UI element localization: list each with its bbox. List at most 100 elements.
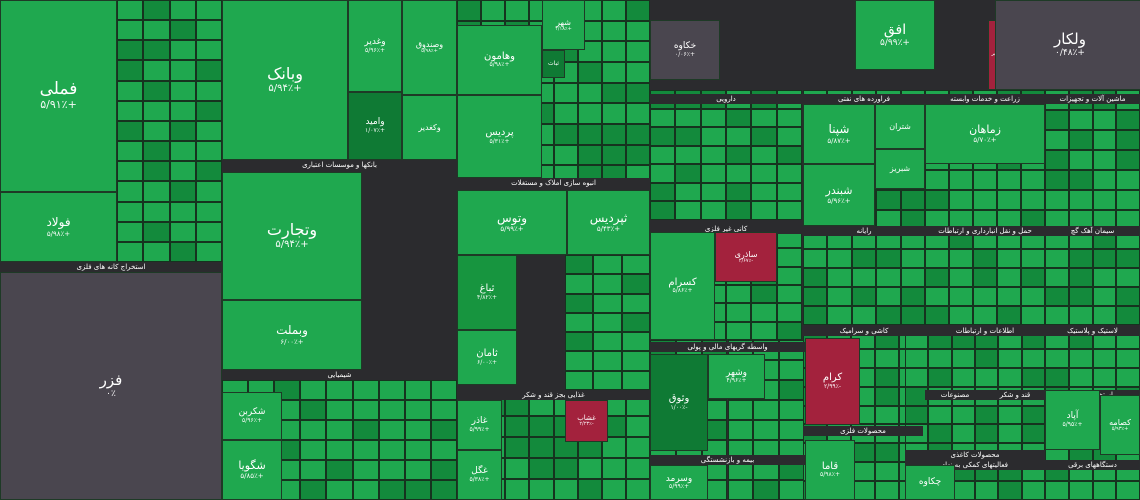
stock-cell[interactable] xyxy=(876,287,901,306)
stock-cell[interactable] xyxy=(577,103,602,124)
stock-cell[interactable] xyxy=(1116,150,1140,170)
stock-cell[interactable] xyxy=(404,440,431,460)
stock-cell[interactable] xyxy=(925,170,949,190)
stock-cell[interactable] xyxy=(378,400,405,420)
stock-cell[interactable] xyxy=(143,20,170,41)
stock-cell[interactable] xyxy=(1021,424,1045,444)
stock-cell[interactable] xyxy=(776,321,802,340)
stock-tile[interactable]: شبندر +۵/۹۶٪ xyxy=(803,164,875,226)
stock-tile[interactable]: غشاب -۲/۲۳٪ xyxy=(565,400,608,442)
stock-cell[interactable] xyxy=(875,348,899,368)
stock-cell[interactable] xyxy=(876,306,901,325)
stock-cell[interactable] xyxy=(975,481,999,500)
stock-cell[interactable] xyxy=(352,380,379,400)
stock-cell[interactable] xyxy=(352,420,379,440)
stock-cell[interactable] xyxy=(1092,348,1117,368)
stock-cell[interactable] xyxy=(195,0,222,21)
stock-tile[interactable]: وکغدیر xyxy=(402,95,457,160)
stock-cell[interactable] xyxy=(776,266,802,285)
stock-tile[interactable]: پردیس +۵/۳۱٪ xyxy=(457,95,542,178)
stock-cell[interactable] xyxy=(169,0,196,21)
stock-cell[interactable] xyxy=(1116,110,1140,130)
stock-cell[interactable] xyxy=(601,124,626,145)
stock-cell[interactable] xyxy=(169,141,196,162)
stock-cell[interactable] xyxy=(404,480,431,500)
stock-cell[interactable] xyxy=(195,141,222,162)
stock-cell[interactable] xyxy=(378,440,405,460)
stock-cell[interactable] xyxy=(928,405,952,425)
stock-cell[interactable] xyxy=(300,480,327,500)
stock-cell[interactable] xyxy=(1021,249,1045,268)
stock-tile[interactable]: غگل +۵/۳۸٪ xyxy=(457,450,502,500)
stock-cell[interactable] xyxy=(625,437,650,458)
stock-cell[interactable] xyxy=(700,108,726,128)
stock-cell[interactable] xyxy=(751,285,777,304)
stock-cell[interactable] xyxy=(529,437,554,458)
stock-cell[interactable] xyxy=(117,20,144,41)
stock-cell[interactable] xyxy=(875,367,899,387)
stock-cell[interactable] xyxy=(949,268,973,287)
stock-cell[interactable] xyxy=(951,367,975,387)
stock-cell[interactable] xyxy=(900,268,925,287)
stock-cell[interactable] xyxy=(404,400,431,420)
stock-cell[interactable] xyxy=(601,20,626,42)
stock-cell[interactable] xyxy=(975,348,999,368)
stock-cell[interactable] xyxy=(1092,268,1117,287)
stock-tile[interactable]: وتوس +۵/۹۹٪ xyxy=(457,190,567,255)
stock-cell[interactable] xyxy=(1092,150,1117,170)
stock-cell[interactable] xyxy=(326,420,353,440)
stock-cell[interactable] xyxy=(998,348,1022,368)
stock-cell[interactable] xyxy=(117,241,144,262)
stock-cell[interactable] xyxy=(625,20,650,42)
stock-cell[interactable] xyxy=(117,201,144,222)
stock-cell[interactable] xyxy=(1068,268,1093,287)
stock-cell[interactable] xyxy=(621,255,650,275)
stock-cell[interactable] xyxy=(601,479,626,500)
stock-cell[interactable] xyxy=(621,274,650,294)
stock-cell[interactable] xyxy=(998,405,1022,425)
stock-cell[interactable] xyxy=(675,108,701,128)
stock-tile[interactable]: ولکار +۰/۴۸٪ xyxy=(995,0,1140,90)
stock-cell[interactable] xyxy=(378,380,405,400)
stock-cell[interactable] xyxy=(951,348,975,368)
stock-cell[interactable] xyxy=(975,405,999,425)
stock-cell[interactable] xyxy=(553,82,578,104)
stock-tile[interactable]: وبملت +۶/۰۰٪ xyxy=(222,300,362,370)
stock-cell[interactable] xyxy=(726,285,752,304)
stock-tile[interactable]: وهامون +۵/۹۸٪ xyxy=(457,25,542,95)
stock-cell[interactable] xyxy=(900,249,925,268)
stock-cell[interactable] xyxy=(169,201,196,222)
stock-cell[interactable] xyxy=(726,201,752,220)
stock-cell[interactable] xyxy=(949,287,973,306)
stock-cell[interactable] xyxy=(827,268,852,287)
stock-cell[interactable] xyxy=(326,440,353,460)
stock-cell[interactable] xyxy=(751,108,777,128)
stock-cell[interactable] xyxy=(1116,268,1140,287)
stock-cell[interactable] xyxy=(776,108,802,128)
stock-cell[interactable] xyxy=(143,0,170,21)
stock-tile[interactable]: شپنا +۵/۸۷٪ xyxy=(803,104,875,164)
stock-cell[interactable] xyxy=(195,60,222,81)
stock-cell[interactable] xyxy=(505,479,530,500)
stock-tile[interactable]: چکاوه xyxy=(905,465,955,500)
stock-cell[interactable] xyxy=(1092,249,1117,268)
stock-cell[interactable] xyxy=(505,458,530,479)
stock-cell[interactable] xyxy=(169,20,196,41)
stock-cell[interactable] xyxy=(143,201,170,222)
stock-cell[interactable] xyxy=(751,321,777,340)
stock-cell[interactable] xyxy=(1045,110,1069,130)
stock-cell[interactable] xyxy=(1045,170,1069,190)
stock-cell[interactable] xyxy=(1068,150,1093,170)
stock-cell[interactable] xyxy=(851,287,877,306)
stock-cell[interactable] xyxy=(169,181,196,202)
stock-cell[interactable] xyxy=(143,221,170,242)
stock-cell[interactable] xyxy=(751,145,777,165)
stock-cell[interactable] xyxy=(1021,190,1045,210)
stock-cell[interactable] xyxy=(875,481,899,500)
stock-cell[interactable] xyxy=(998,367,1022,387)
stock-cell[interactable] xyxy=(1092,287,1117,306)
stock-cell[interactable] xyxy=(700,164,726,183)
stock-cell[interactable] xyxy=(169,40,196,61)
stock-cell[interactable] xyxy=(143,141,170,162)
stock-cell[interactable] xyxy=(565,255,594,275)
